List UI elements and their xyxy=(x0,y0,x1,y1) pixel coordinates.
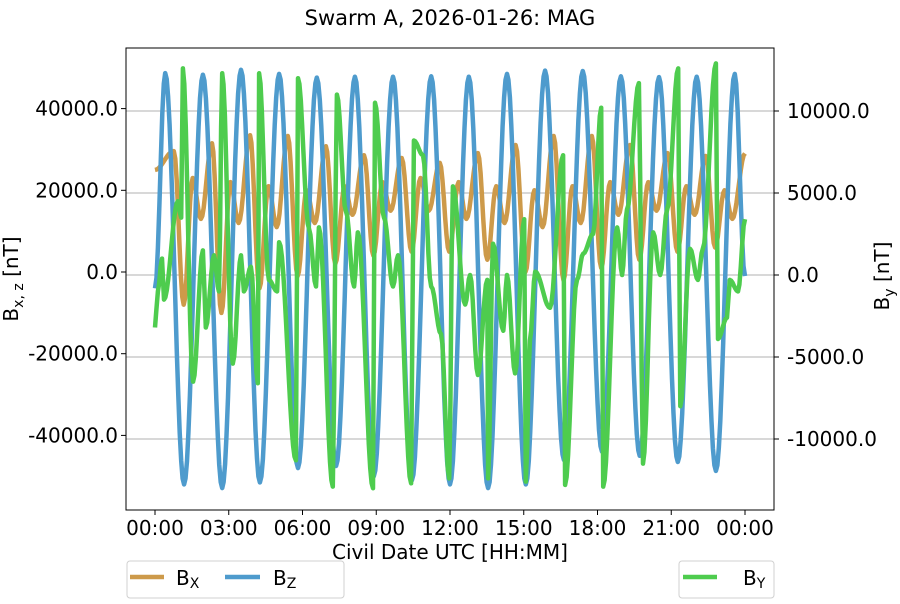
x-tick-label: 03:00 xyxy=(200,516,258,540)
y-left-tick-label: 20000.0 xyxy=(35,178,118,202)
chart-title: Swarm A, 2026-01-26: MAG xyxy=(305,6,596,30)
x-tick-label: 09:00 xyxy=(347,516,405,540)
legend-label-by: BY xyxy=(743,566,766,592)
legend-label-bz: BZ xyxy=(273,566,296,592)
y-axis-left-label: Bx, z [nT] xyxy=(0,236,27,321)
y-right-tick-label: 0.0 xyxy=(787,263,819,287)
x-tick-label: 06:00 xyxy=(274,516,332,540)
legend-by-base: B xyxy=(743,566,757,590)
legend-label-bx: BX xyxy=(176,566,200,592)
legend-right-box xyxy=(678,560,775,599)
x-tick-label: 15:00 xyxy=(495,516,553,540)
legend-by-sub: Y xyxy=(756,576,766,592)
x-axis: 00:00 03:00 06:00 09:00 12:00 15:00 18:00 21:00… xyxy=(126,510,774,540)
x-axis-label: Civil Date UTC [HH:MM] xyxy=(332,540,568,564)
y-axis-left: 40000.0 20000.0 0.0 -20000.0 -40000.0 xyxy=(28,97,126,447)
legend-left: BX BZ xyxy=(126,560,345,599)
legend-bz-base: B xyxy=(273,566,287,590)
x-tick-label: 00:00 xyxy=(126,516,184,540)
y-axis-right-label: By [nT] xyxy=(870,242,898,311)
y-right-tick-label: 10000.0 xyxy=(787,99,870,123)
series-line-by xyxy=(152,61,748,491)
legend-left-box xyxy=(126,560,345,599)
x-tick-label: 00:00 xyxy=(716,516,774,540)
legend-bx-sub: X xyxy=(190,576,200,592)
y-right-label-base: B xyxy=(870,297,894,311)
y-left-tick-label: 0.0 xyxy=(86,260,118,284)
y-left-tick-label: -20000.0 xyxy=(28,342,118,366)
y-left-tick-label: -40000.0 xyxy=(28,423,118,447)
y-left-label-sub: x, z xyxy=(11,283,27,308)
y-left-label-base: B xyxy=(0,308,23,322)
legend-bx-base: B xyxy=(176,566,190,590)
series-layer xyxy=(152,61,748,491)
y-right-tick-label: -5000.0 xyxy=(787,345,864,369)
legend-bz-sub: Z xyxy=(287,576,297,592)
y-left-label-unit: [nT] xyxy=(0,236,23,283)
y-axis-right: 10000.0 5000.0 0.0 -5000.0 -10000.0 xyxy=(774,99,877,451)
y-right-tick-label: 5000.0 xyxy=(787,181,857,205)
x-tick-label: 12:00 xyxy=(421,516,479,540)
x-tick-label: 18:00 xyxy=(569,516,627,540)
y-right-label-unit: [nT] xyxy=(870,242,894,289)
y-left-tick-label: 40000.0 xyxy=(35,97,118,121)
y-right-tick-label: -10000.0 xyxy=(787,427,877,451)
legend-right: BY xyxy=(678,560,775,599)
y-right-label-sub: y xyxy=(882,288,898,296)
x-tick-label: 21:00 xyxy=(642,516,700,540)
